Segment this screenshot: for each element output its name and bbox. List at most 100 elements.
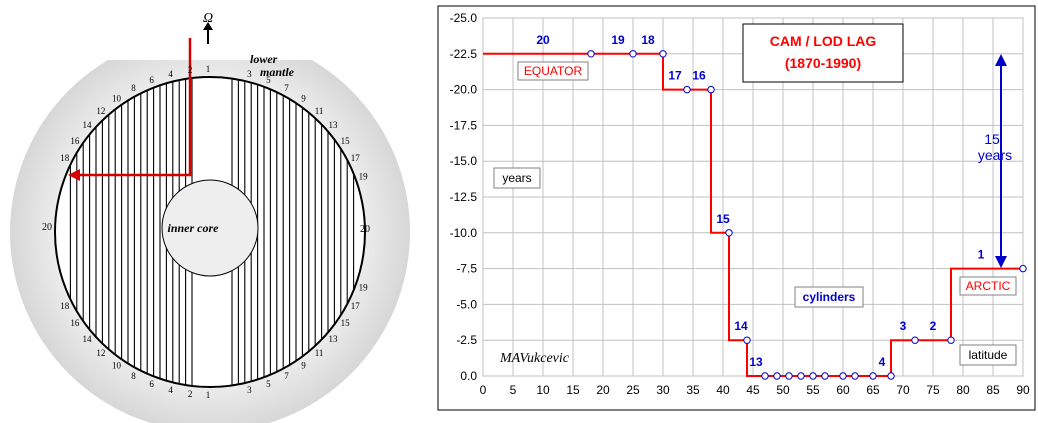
data-point [707, 85, 715, 94]
latitude-number: 14 [82, 334, 92, 344]
latitude-number: 11 [315, 348, 324, 358]
x-tick-label: 45 [746, 383, 760, 397]
point-label: 4 [879, 355, 886, 369]
y-tick-label: -15.0 [450, 154, 478, 168]
data-point [725, 229, 733, 237]
arrow-unit: years [978, 147, 1012, 163]
lower-mantle-label-1: lower [250, 52, 278, 66]
x-tick-label: 15 [566, 383, 580, 397]
latitude-number: 9 [301, 361, 306, 371]
data-point [659, 50, 667, 58]
latitude-number: 7 [284, 83, 289, 93]
latitude-number: 5 [266, 75, 271, 85]
latitude-number: 2 [188, 65, 193, 75]
data-point [869, 372, 877, 380]
chart-subtitle: (1870-1990) [785, 55, 861, 71]
point-labels: 20 19 18 17 16 15 14 13 4 3 2 1 [536, 33, 984, 369]
lower-mantle-label-2: mantle [260, 65, 295, 79]
data-point [761, 372, 769, 380]
data-point [773, 372, 781, 380]
latitude-number: 16 [70, 136, 80, 146]
x-tick-label: 70 [896, 383, 910, 397]
y-units-label: years [502, 171, 531, 185]
latitude-number: 3 [247, 69, 252, 79]
data-point [587, 50, 595, 58]
latitude-number: 4 [168, 69, 173, 79]
data-point [785, 372, 793, 380]
title-box [742, 23, 904, 83]
latitude-number: 18 [60, 301, 70, 311]
latitude-number: 15 [341, 136, 351, 146]
latitude-number: 12 [96, 348, 105, 358]
point-label: 20 [536, 33, 550, 47]
x-tick-label: 25 [626, 383, 640, 397]
inner-core-circle [161, 179, 259, 277]
x-tick-label: 85 [986, 383, 1000, 397]
latitude-number: 5 [266, 379, 271, 389]
x-units-label: latitude [969, 348, 1008, 362]
latitude-number: 1 [206, 64, 211, 74]
x-tick-label: 30 [656, 383, 670, 397]
x-axis-ticks: 0 5 10 15 20 25 30 35 40 45 50 55 60 65 70 75 80 85 90 [480, 383, 1030, 397]
latitude-number: 3 [247, 385, 252, 395]
x-tick-label: 35 [686, 383, 700, 397]
chart-title: CAM / LOD LAG [770, 33, 877, 49]
y-tick-label: -20.0 [450, 83, 478, 97]
x-tick-label: 65 [866, 383, 880, 397]
y-tick-label: -12.5 [450, 190, 478, 204]
left-side-number: 20 [42, 222, 52, 233]
point-label: 1 [978, 248, 985, 262]
x-tick-label: 50 [776, 383, 790, 397]
x-tick-label: 90 [1016, 383, 1030, 397]
x-tick-label: 80 [956, 383, 970, 397]
arctic-label: ARCTIC [966, 279, 1011, 293]
point-label: 3 [900, 319, 907, 333]
y-tick-label: -22.5 [450, 47, 478, 61]
latitude-number: 11 [315, 106, 324, 116]
latitude-number: 17 [351, 153, 361, 163]
y-tick-label: -5.0 [456, 297, 477, 311]
latitude-number: 13 [329, 334, 339, 344]
data-point [887, 372, 895, 380]
x-tick-label: 5 [510, 383, 517, 397]
latitude-number: 10 [112, 93, 122, 103]
rotation-arrow-icon [203, 22, 213, 44]
data-point [683, 85, 691, 94]
cylinder-diagram: inner core Ω lower mantle 12468101214161… [0, 0, 420, 423]
right-side-number: 20 [360, 224, 370, 235]
point-label: 15 [716, 212, 730, 226]
omega-symbol: Ω [203, 11, 213, 26]
latitude-number: 10 [112, 361, 122, 371]
data-point [821, 372, 829, 380]
latitude-number: 16 [70, 318, 80, 328]
latitude-number: 12 [96, 106, 105, 116]
arrow-number: 15 [984, 131, 1000, 147]
y-tick-label: -17.5 [450, 118, 478, 132]
latitude-number: 4 [168, 385, 173, 395]
latitude-number: 19 [359, 171, 369, 181]
latitude-number: 8 [131, 83, 136, 93]
latitude-number: 8 [131, 371, 136, 381]
point-label: 19 [611, 33, 625, 47]
y-axis-ticks: -25.0 -22.5 -20.0 -17.5 -15.0 -12.5 -10.0 -7.5 -… [450, 11, 478, 383]
x-tick-label: 55 [806, 383, 820, 397]
data-point [947, 336, 955, 344]
latitude-number: 9 [301, 93, 306, 103]
point-label: 2 [930, 319, 937, 333]
data-point [797, 372, 805, 380]
series-markers [587, 50, 1027, 380]
point-label: 16 [692, 69, 706, 83]
latitude-number: 1 [206, 390, 211, 400]
y-tick-label: -7.5 [456, 262, 477, 276]
latitude-number: 18 [60, 153, 70, 163]
data-point [911, 336, 919, 344]
y-tick-label: 0.0 [460, 369, 477, 383]
data-point [839, 372, 847, 380]
x-tick-label: 0 [480, 383, 487, 397]
data-point [743, 336, 751, 344]
latitude-number: 19 [359, 283, 369, 293]
latitude-number: 17 [351, 301, 361, 311]
latitude-number: 15 [341, 318, 351, 328]
